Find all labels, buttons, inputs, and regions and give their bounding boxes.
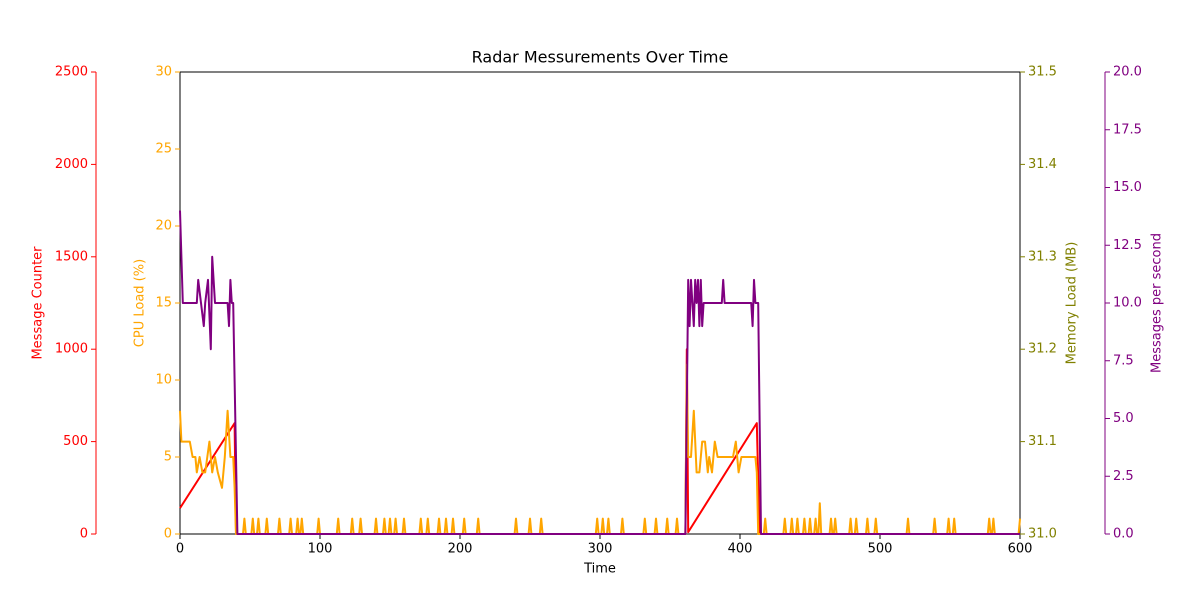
- y-tick-label: 25: [155, 142, 172, 157]
- y-tick-label: 31.0: [1028, 527, 1057, 542]
- y-tick-label: 31.3: [1028, 249, 1057, 264]
- y-tick-label: 5.0: [1113, 411, 1134, 426]
- y-tick-label: 30: [155, 65, 172, 80]
- y-tick-label: 7.5: [1113, 353, 1134, 368]
- plot-frame: [179, 71, 1021, 535]
- y-tick-label: 500: [63, 434, 88, 449]
- y-tick-label: 31.4: [1028, 157, 1057, 172]
- y-tick-label: 20.0: [1113, 65, 1142, 80]
- y-tick-label: 1500: [55, 249, 88, 264]
- y-tick-label: 15.0: [1113, 180, 1142, 195]
- y-tick-label: 12.5: [1113, 238, 1142, 253]
- x-tick-label: 500: [868, 542, 893, 557]
- x-tick-label: 100: [308, 542, 333, 557]
- y-tick-label: 15: [155, 296, 172, 311]
- x-tick-label: 400: [728, 542, 753, 557]
- chart-title: Radar Messurements Over Time: [472, 48, 729, 67]
- y-tick-label: 1000: [55, 342, 88, 357]
- y-tick-label: 0: [80, 527, 88, 542]
- y-tick-label: 20: [155, 219, 172, 234]
- y-tick-label: 2.5: [1113, 469, 1134, 484]
- y-tick-label: 0.0: [1113, 527, 1134, 542]
- x-tick-label: 300: [588, 542, 613, 557]
- series-line: [179, 210, 1020, 535]
- series-line: [179, 348, 1020, 535]
- y-tick-label: 31.2: [1028, 342, 1057, 357]
- y-axis-label: CPU Load (%): [133, 259, 148, 347]
- x-axis-label: Time: [583, 562, 616, 577]
- y-axis-label: Message Counter: [31, 246, 46, 360]
- y-tick-label: 10: [155, 373, 172, 388]
- x-tick-label: 200: [448, 542, 473, 557]
- y-tick-label: 2000: [55, 157, 88, 172]
- y-tick-label: 2500: [55, 65, 88, 80]
- y-tick-label: 17.5: [1113, 122, 1142, 137]
- y-tick-label: 31.5: [1028, 65, 1057, 80]
- y-axis-label: Messages per second: [1150, 233, 1165, 373]
- y-tick-label: 10.0: [1113, 296, 1142, 311]
- y-tick-label: 5: [164, 450, 172, 465]
- y-tick-label: 0: [164, 527, 172, 542]
- x-tick-label: 600: [1008, 542, 1033, 557]
- series-line: [179, 363, 1021, 535]
- y-axis-label: Memory Load (MB): [1065, 242, 1080, 365]
- x-tick-label: 0: [176, 542, 184, 557]
- y-tick-label: 31.1: [1028, 434, 1057, 449]
